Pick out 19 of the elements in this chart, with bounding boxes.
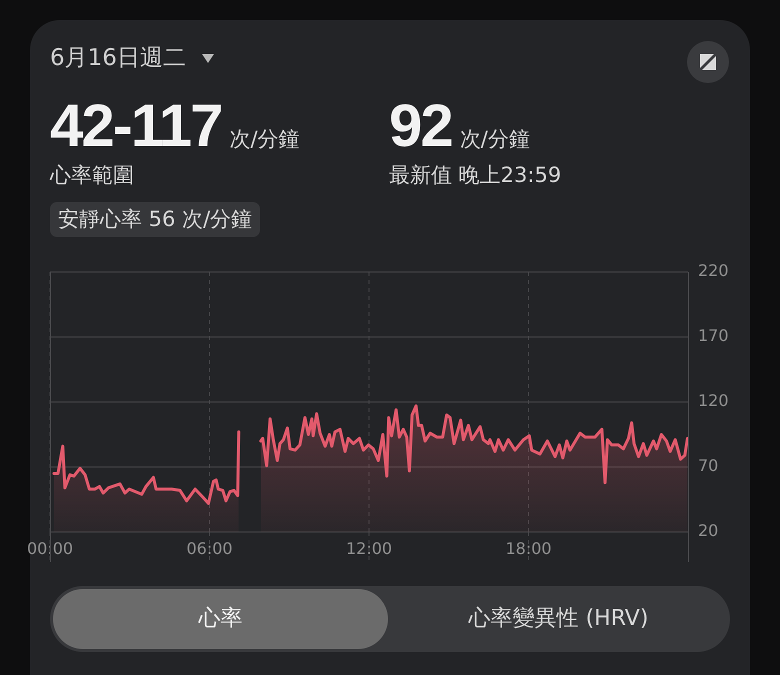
text: 次/分鐘: [460, 126, 530, 153]
text: 最新值 晚上23:59: [389, 162, 562, 189]
y-tick-label: 120: [698, 391, 729, 410]
x-tick-label: 00:00: [26, 538, 74, 558]
y-tick-label: 170: [698, 326, 729, 346]
y-tick-label: 70: [698, 456, 718, 476]
y-tick-label: 20: [698, 521, 718, 540]
badge: 安靜心率 56 次/分鐘: [50, 202, 260, 237]
selected-tab: 心率: [53, 589, 388, 649]
text: 42-117: [50, 92, 222, 159]
x-tick-label: 06:00: [186, 538, 233, 558]
text: 心率範圍: [50, 162, 134, 189]
y-tick-label: 220: [698, 261, 729, 280]
text: 次/分鐘: [230, 126, 300, 153]
x-tick-label: 18:00: [505, 538, 552, 558]
text: 92: [389, 92, 452, 159]
chart-title: 6月16日週二: [50, 44, 186, 73]
segmented-control: 心率 心率變異性 (HRV): [50, 586, 730, 652]
x-tick-label: 12:00: [346, 538, 392, 558]
